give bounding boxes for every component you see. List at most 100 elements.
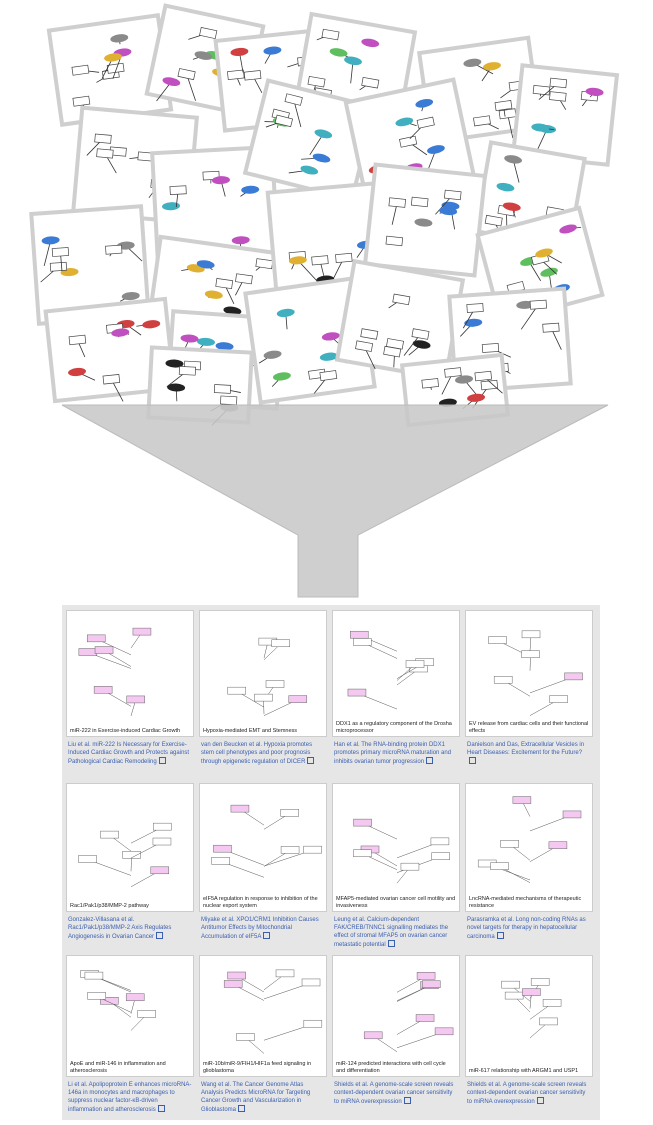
node	[383, 345, 402, 358]
node	[483, 62, 501, 71]
node	[559, 224, 577, 234]
pathway-card[interactable]: DDX1 as a regulatory component of the Dr…	[332, 610, 460, 766]
node	[243, 70, 262, 81]
node	[421, 980, 441, 988]
node	[530, 978, 550, 986]
citation-link[interactable]: Parasramka et al. Long non-coding RNAs a…	[465, 916, 593, 941]
node	[105, 244, 123, 255]
pathway-card[interactable]: miR-124 predicted interactions with cell…	[332, 955, 460, 1106]
node	[542, 322, 560, 333]
node	[125, 993, 145, 1001]
caption: ApoE and miR-146 in inflammation and ath…	[67, 1059, 193, 1076]
node	[303, 845, 322, 854]
citation-link[interactable]: Gonzalez-Villasana et al. Rac1/Pak1/p38/…	[66, 916, 194, 941]
node	[84, 971, 104, 980]
node	[169, 185, 187, 195]
node	[512, 796, 532, 804]
node	[177, 68, 196, 81]
thumbnail-diagram	[477, 796, 582, 883]
node	[230, 804, 250, 813]
pathway-card[interactable]: miR-617 relationship with ARGM1 and USP1…	[465, 955, 593, 1106]
thumbnail-diagram	[78, 627, 152, 716]
caption: LncRNA-mediated mechanisms of therapeuti…	[466, 894, 592, 911]
node	[314, 129, 333, 139]
citation-link[interactable]: van den Beucken et al. Hypoxia promotes …	[199, 741, 327, 766]
thumbnail[interactable]: ApoE and miR-146 in inflammation and ath…	[66, 955, 194, 1077]
citation-link[interactable]: Shields et al. A genome-scale screen rev…	[332, 1081, 460, 1106]
thumbnail[interactable]: Rac1/Pak1/p38/MMP-2 pathway	[66, 783, 194, 912]
node	[444, 367, 462, 378]
thumbnail[interactable]: eIF5A regulation in response to inhibiti…	[199, 783, 327, 912]
node	[230, 47, 249, 57]
node	[165, 359, 184, 368]
citation-link[interactable]: Shields et al. A genome-scale screen rev…	[465, 1081, 593, 1106]
node	[464, 318, 483, 327]
node	[399, 135, 418, 148]
pathway-card[interactable]: miR-10b/miR-9/FIH1/HIF1a feed signaling …	[199, 955, 327, 1114]
node	[347, 688, 367, 697]
citation-link[interactable]: Li et al. Apolipoprotein E enhances micr…	[66, 1081, 194, 1114]
thumbnail[interactable]: miR-124 predicted interactions with cell…	[332, 955, 460, 1077]
pathway-card[interactable]: MFAP5-mediated ovarian cancer cell motil…	[332, 783, 460, 949]
node	[562, 810, 582, 819]
node	[549, 695, 568, 703]
node	[494, 100, 513, 111]
citation-link[interactable]: Wang et al. The Cancer Genome Atlas Anal…	[199, 1081, 327, 1114]
node	[405, 660, 425, 668]
citation-link[interactable]: Danielson and Das, Extracellular Vesicle…	[465, 741, 593, 766]
node	[427, 145, 445, 154]
node	[444, 189, 462, 201]
thumbnail[interactable]: MFAP5-mediated ovarian cancer cell motil…	[332, 783, 460, 912]
node	[421, 378, 439, 389]
thumbnail[interactable]: DDX1 as a regulatory component of the Dr…	[332, 610, 460, 737]
node	[96, 148, 114, 159]
node	[87, 992, 106, 1000]
caption: DDX1 as a regulatory component of the Dr…	[333, 719, 459, 736]
pathway-card[interactable]: EV release from cardiac cells and their …	[465, 610, 593, 766]
pathway-card[interactable]: ApoE and miR-146 in inflammation and ath…	[66, 955, 194, 1114]
node	[68, 334, 87, 346]
edge	[43, 240, 52, 266]
node	[41, 236, 60, 245]
node	[549, 77, 568, 89]
citation-link[interactable]: Miyake et al. XPO1/CRM1 Inhibition Cause…	[199, 916, 327, 941]
caption: eIF5A regulation in response to inhibiti…	[200, 894, 326, 911]
edge	[297, 260, 320, 284]
node	[180, 334, 199, 343]
thumbnail[interactable]: Hypoxia-mediated EMT and Stemness	[199, 610, 327, 737]
pathway-card[interactable]: LncRNA-mediated mechanisms of therapeuti…	[465, 783, 593, 941]
pathway-thumbnail	[334, 258, 466, 382]
node	[539, 1017, 558, 1026]
node	[194, 51, 213, 60]
thumbnail[interactable]: miR-617 relationship with ARGM1 and USP1	[465, 955, 593, 1077]
node	[319, 352, 338, 361]
node	[78, 855, 97, 863]
citation-link[interactable]: Liu et al. miR-222 Is Necessary for Exer…	[66, 741, 194, 766]
thumbnail[interactable]: miR-222 in Exercise-induced Cardiac Grow…	[66, 610, 194, 737]
node	[504, 155, 523, 164]
pathway-card[interactable]: eIF5A regulation in response to inhibiti…	[199, 783, 327, 941]
node	[535, 248, 553, 258]
citation-link[interactable]: Leung et al. Calcium-dependent FAK/CREB/…	[332, 916, 460, 949]
node	[353, 638, 372, 646]
pathway-card[interactable]: miR-222 in Exercise-induced Cardiac Grow…	[66, 610, 194, 766]
citation-link[interactable]: Han et al. The RNA-binding protein DDX1 …	[332, 741, 460, 766]
thumbnail[interactable]: miR-10b/miR-9/FIH1/HIF1a feed signaling …	[199, 955, 327, 1077]
node	[473, 115, 491, 127]
node	[415, 1014, 435, 1022]
node	[211, 857, 230, 865]
node	[199, 27, 218, 40]
node	[300, 165, 319, 175]
thumbnail[interactable]: EV release from cardiac cells and their …	[465, 610, 593, 737]
node	[361, 76, 380, 89]
node	[150, 866, 170, 875]
node	[395, 117, 414, 127]
node	[231, 236, 250, 245]
caption: miR-222 in Exercise-induced Cardiac Grow…	[67, 725, 193, 736]
thumbnail[interactable]: LncRNA-mediated mechanisms of therapeuti…	[465, 783, 593, 912]
node	[585, 87, 604, 96]
pathway-card[interactable]: Hypoxia-mediated EMT and Stemness van den…	[199, 610, 327, 766]
node	[274, 114, 294, 128]
node	[196, 260, 215, 269]
pathway-card[interactable]: Rac1/Pak1/p38/MMP-2 pathway Gonzalez-Vill…	[66, 783, 194, 941]
